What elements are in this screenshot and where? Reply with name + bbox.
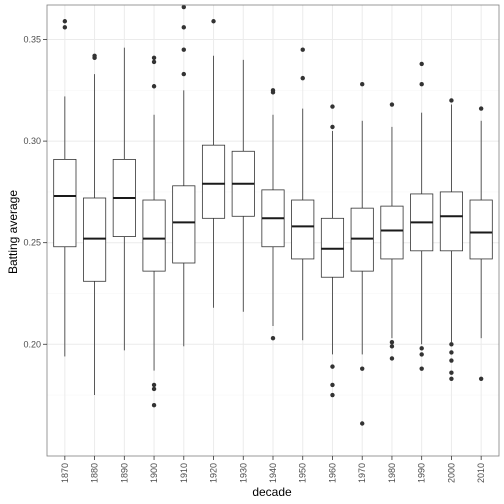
x-tick-label: 2000 <box>446 463 456 483</box>
outlier-point <box>181 25 186 30</box>
box-iqr <box>469 199 493 260</box>
outlier-point <box>419 366 424 371</box>
outlier-point <box>449 98 454 103</box>
outlier-point <box>419 346 424 351</box>
outlier-point <box>419 82 424 87</box>
outlier-point <box>151 84 157 89</box>
box-1940 <box>261 88 285 341</box>
x-tick-label: 2010 <box>476 463 486 483</box>
box-iqr <box>142 199 166 272</box>
outlier-point <box>330 364 335 369</box>
x-tick-label: 1960 <box>327 463 337 483</box>
y-tick-label: 0.25 <box>23 238 41 248</box>
outlier-point <box>211 19 216 24</box>
x-tick-label: 1950 <box>298 463 308 483</box>
box-iqr <box>201 144 226 219</box>
x-tick-label: 1940 <box>268 463 278 483</box>
outlier-point <box>360 366 365 371</box>
outlier-point <box>449 350 454 355</box>
box-1910 <box>172 4 196 347</box>
outlier-point <box>151 386 157 392</box>
outlier-point <box>419 352 424 357</box>
y-tick-label: 0.20 <box>23 339 41 349</box>
outlier-point <box>449 376 454 382</box>
x-tick-label: 1870 <box>60 463 70 483</box>
x-tick-label: 1880 <box>90 463 100 483</box>
box-1950 <box>291 47 315 341</box>
box-1990 <box>410 61 434 371</box>
box-1930 <box>231 59 255 312</box>
y-tick-label: 0.30 <box>23 136 41 146</box>
box-iqr <box>53 158 77 248</box>
outlier-point <box>449 342 454 347</box>
x-tick-label: 1970 <box>357 463 367 483</box>
outlier-point <box>360 82 365 87</box>
box-1920 <box>201 19 226 308</box>
x-tick-label: 1890 <box>119 463 129 483</box>
outlier-point <box>330 124 335 130</box>
box-iqr <box>320 217 345 278</box>
box-iqr <box>83 197 107 282</box>
outlier-point <box>151 55 157 61</box>
box-iqr <box>291 199 315 260</box>
box-iqr <box>439 191 463 252</box>
x-tick-label: 1990 <box>417 463 427 483</box>
box-1890 <box>112 47 136 351</box>
outlier-point <box>389 102 395 107</box>
outlier-point <box>151 403 157 408</box>
box-1870 <box>53 19 77 357</box>
x-tick-label: 1920 <box>209 463 219 483</box>
outlier-point <box>419 61 424 67</box>
box-1880 <box>83 53 107 396</box>
outlier-point <box>300 75 305 81</box>
outlier-point <box>270 88 276 93</box>
box-iqr <box>380 205 404 260</box>
outlier-point <box>62 25 68 30</box>
box-2010 <box>469 106 493 382</box>
outlier-point <box>151 59 157 65</box>
y-axis-title: Batting average <box>6 190 20 274</box>
x-axis: 1870 1880 1890 1900 1910 1920 1930 1940 1950 1960… <box>60 456 486 483</box>
outlier-point <box>330 382 335 388</box>
x-tick-label: 1930 <box>238 463 248 483</box>
outlier-point <box>478 106 484 111</box>
outlier-point <box>181 71 186 77</box>
outlier-point <box>330 392 335 398</box>
box-1980 <box>380 102 404 361</box>
outlier-point <box>330 104 335 109</box>
x-tick-label: 1910 <box>179 463 189 483</box>
outlier-point <box>62 19 68 24</box>
box-series <box>53 4 493 426</box>
y-tick-label: 0.35 <box>23 35 41 45</box>
outlier-point <box>389 344 395 349</box>
x-tick-label: 1900 <box>149 463 159 483</box>
outlier-point <box>92 53 97 58</box>
outlier-point <box>389 356 395 361</box>
outlier-point <box>478 376 484 382</box>
box-1960 <box>320 104 345 398</box>
outlier-point <box>449 370 454 375</box>
outlier-point <box>360 421 365 426</box>
x-axis-title: decade <box>252 485 292 499</box>
outlier-point <box>389 340 395 345</box>
x-tick-label: 1980 <box>387 463 397 483</box>
outlier-point <box>270 335 276 341</box>
box-iqr <box>350 207 374 272</box>
outlier-point <box>449 358 454 363</box>
outlier-point <box>181 4 186 10</box>
outlier-point <box>181 47 186 52</box>
box-1970 <box>350 82 374 426</box>
box-2000 <box>439 98 463 382</box>
y-axis: 0.20 0.25 0.30 0.35 <box>23 35 47 349</box>
box-iqr <box>172 185 196 264</box>
outlier-point <box>300 47 305 52</box>
outlier-point <box>151 382 157 388</box>
box-1900 <box>142 55 166 408</box>
